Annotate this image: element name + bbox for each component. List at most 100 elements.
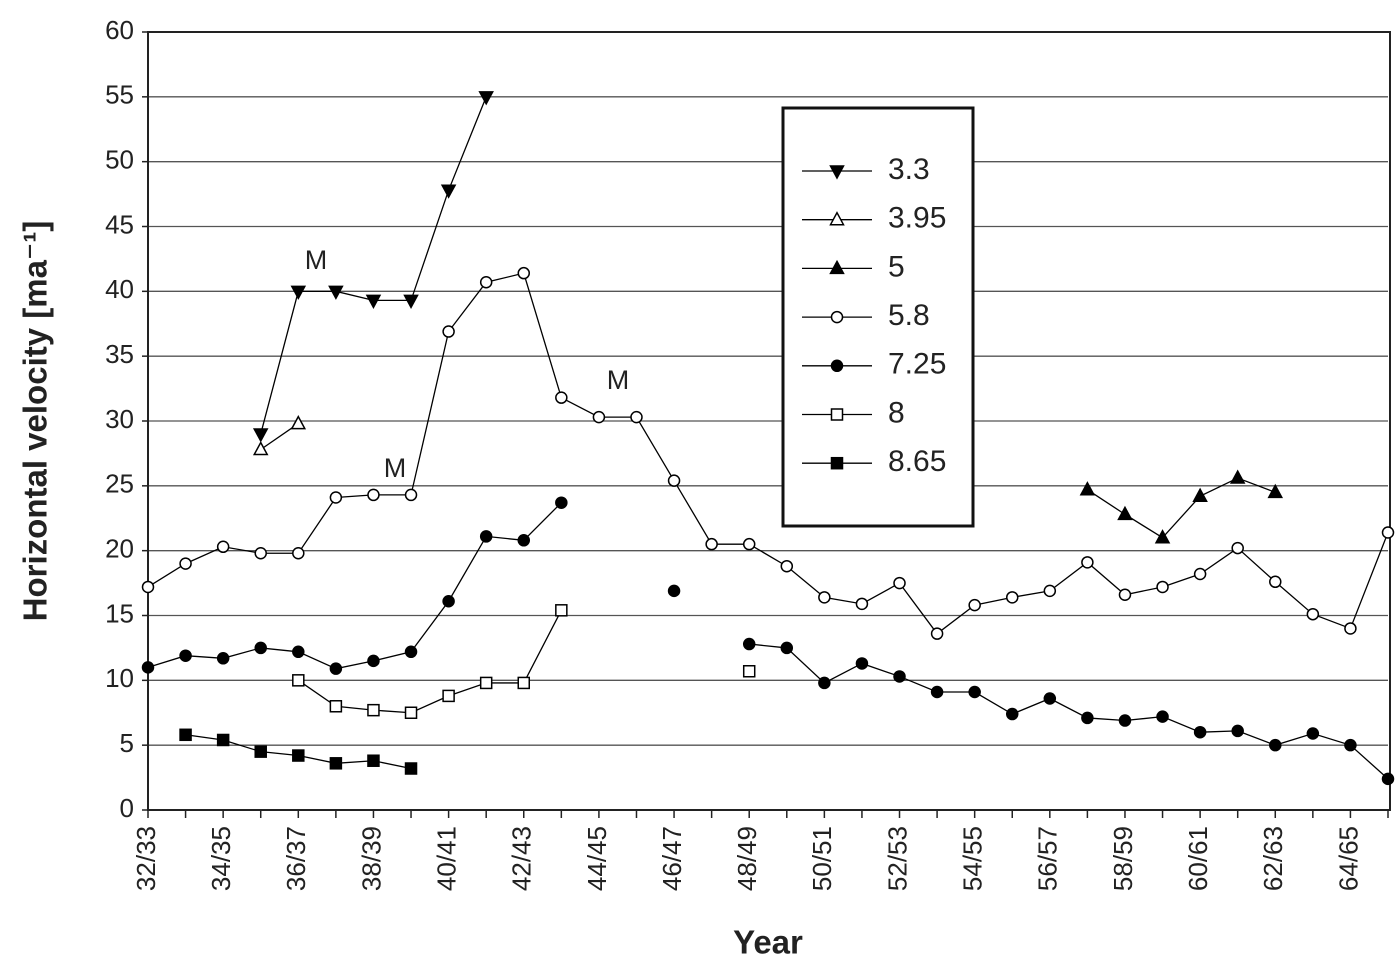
marker [1081,556,1094,569]
marker [780,641,794,655]
marker [141,580,155,594]
marker [292,547,305,560]
marker [367,754,380,767]
annotation: M [384,453,407,483]
x-tick-label: 42/43 [507,826,537,891]
marker [1043,692,1057,705]
series [141,496,1395,786]
annotation: M [305,245,328,275]
marker [1269,738,1282,752]
y-tick-label: 50 [105,145,134,175]
marker [329,662,343,675]
marker [442,689,455,703]
marker [292,749,305,762]
x-tick-label: 50/51 [807,826,837,891]
y-tick-label: 5 [120,728,134,758]
marker [930,685,944,699]
marker [667,474,681,487]
series-line [147,272,1389,635]
y-tick-label: 40 [105,274,134,304]
marker [329,491,343,504]
marker [829,165,845,180]
x-tick-label: 38/39 [356,826,386,891]
marker [404,706,418,719]
marker [855,657,869,670]
marker [705,537,718,551]
x-tick-label: 46/47 [657,826,687,891]
marker [292,645,305,659]
legend-label: 8 [888,396,905,429]
marker [1156,580,1169,594]
marker [252,428,269,443]
marker [290,415,307,430]
marker [517,676,531,690]
annotation: M [607,365,630,395]
marker [442,594,455,608]
y-tick-label: 35 [105,339,134,369]
marker [365,294,382,309]
marker [404,488,418,502]
marker [179,728,192,742]
marker [893,670,906,683]
marker [1344,622,1357,635]
series [252,91,494,443]
legend-label: 3.95 [888,202,946,235]
marker [818,591,831,604]
marker [1193,725,1207,739]
series [141,266,1395,640]
marker [478,91,494,106]
x-tick-label: 58/59 [1108,826,1138,891]
marker [1267,483,1284,499]
marker [1005,591,1019,604]
x-tick-label: 52/53 [882,826,912,891]
marker [592,410,606,424]
marker [179,557,192,570]
marker [780,559,794,573]
marker [254,547,267,560]
marker [1156,710,1169,723]
marker [893,576,906,590]
x-tick-label: 56/57 [1033,826,1063,891]
marker [403,294,419,309]
y-tick-label: 55 [105,80,134,110]
marker [630,410,643,424]
x-axis-title: Year [733,924,803,961]
marker [367,703,380,717]
marker [1231,724,1244,738]
x-tick-label: 60/61 [1183,826,1213,891]
legend-label: 3.3 [888,153,930,186]
legend: 3.3 3.95 5 5.8 7.25 8 8.65 [781,106,975,528]
marker [254,641,267,655]
marker [855,597,869,611]
marker [1192,487,1208,502]
marker [440,184,457,199]
legend-label: 5 [888,250,905,283]
marker [742,637,756,651]
marker [555,496,568,509]
marker [968,598,981,612]
marker [479,276,493,289]
x-tick-label: 64/65 [1333,826,1363,891]
marker [968,685,981,699]
marker [479,676,493,690]
series-line [260,96,487,435]
marker [216,652,230,665]
marker [292,674,305,687]
marker [1306,607,1320,621]
y-tick-label: 30 [105,404,134,434]
marker [830,408,844,421]
marker [830,359,844,373]
y-tick-label: 15 [105,598,134,628]
legend-label: 7.25 [888,348,946,381]
marker [329,757,343,770]
series [252,415,307,456]
y-tick-label: 25 [105,469,134,499]
marker [667,584,681,598]
marker [1118,588,1132,602]
marker [829,259,845,275]
y-tick-label: 10 [105,663,134,693]
marker [404,762,418,775]
marker [1193,567,1207,581]
series-line [749,643,1389,780]
